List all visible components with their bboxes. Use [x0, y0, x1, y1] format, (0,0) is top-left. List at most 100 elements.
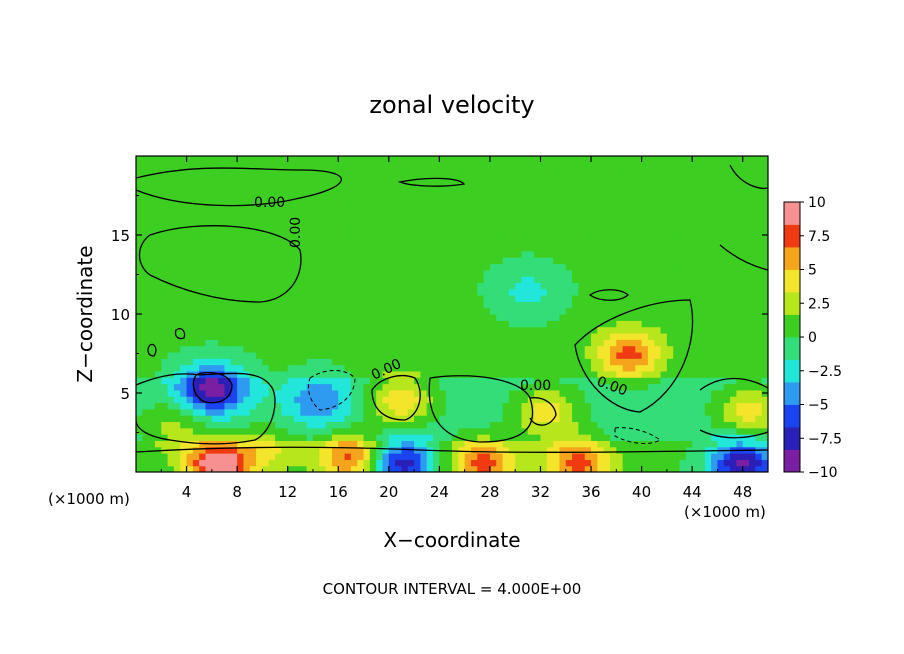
heatmap-cell	[730, 257, 737, 265]
heatmap-cell	[502, 427, 510, 435]
heatmap-cell	[192, 427, 200, 435]
heatmap-cell	[673, 326, 681, 334]
heatmap-cell	[477, 370, 485, 378]
heatmap-cell	[275, 276, 282, 283]
heatmap-cell	[363, 358, 371, 366]
heatmap-cell	[294, 269, 301, 277]
heatmap-cell	[186, 288, 194, 296]
heatmap-cell	[224, 238, 232, 246]
heatmap-cell	[357, 269, 365, 277]
heatmap-cell	[477, 339, 485, 347]
heatmap-cell	[445, 396, 453, 404]
heatmap-cell	[167, 320, 175, 328]
heatmap-cell	[376, 250, 384, 258]
heatmap-cell	[325, 389, 333, 397]
heatmap-cell	[489, 427, 497, 435]
heatmap-cell	[262, 295, 270, 302]
heatmap-cell	[723, 244, 731, 252]
heatmap-cell	[249, 193, 257, 201]
heatmap-cell	[673, 377, 681, 385]
heatmap-cell	[136, 408, 143, 416]
heatmap-cell	[591, 358, 598, 366]
heatmap-cell	[230, 339, 238, 347]
heatmap-cell	[692, 307, 700, 315]
heatmap-cell	[628, 244, 636, 252]
heatmap-cell	[294, 187, 301, 195]
heatmap-cell	[256, 168, 263, 176]
heatmap-cell	[742, 465, 750, 472]
heatmap-cell	[294, 225, 301, 233]
heatmap-cell	[610, 250, 617, 258]
heatmap-cell	[515, 415, 523, 423]
heatmap-cell	[300, 459, 308, 467]
heatmap-cell	[565, 288, 573, 296]
heatmap-cell	[338, 187, 346, 195]
heatmap-cell	[414, 358, 421, 366]
heatmap-cell	[306, 168, 314, 176]
heatmap-cell	[540, 206, 548, 214]
heatmap-cell	[287, 295, 295, 302]
heatmap-cell	[161, 364, 169, 372]
heatmap-cell	[192, 421, 200, 429]
heatmap-cell	[350, 326, 358, 334]
heatmap-cell	[199, 174, 207, 182]
heatmap-cell	[508, 326, 516, 334]
heatmap-cell	[540, 219, 548, 227]
heatmap-cell	[287, 408, 295, 416]
heatmap-cell	[319, 320, 327, 328]
heatmap-cell	[603, 212, 611, 220]
heatmap-cell	[704, 345, 712, 353]
heatmap-cell	[148, 383, 156, 391]
heatmap-cell	[167, 389, 175, 397]
heatmap-cell	[647, 206, 655, 214]
heatmap-cell	[489, 358, 497, 366]
heatmap-cell	[502, 459, 510, 467]
heatmap-cell	[584, 263, 592, 271]
heatmap-cell	[603, 187, 611, 195]
heatmap-cell	[534, 402, 542, 410]
heatmap-cell	[755, 421, 763, 429]
heatmap-cell	[489, 206, 497, 214]
heatmap-cell	[654, 301, 662, 309]
heatmap-cell	[350, 295, 358, 302]
heatmap-cell	[287, 174, 295, 182]
heatmap-cell	[268, 332, 276, 340]
heatmap-cell	[199, 326, 207, 334]
heatmap-cell	[534, 332, 542, 340]
heatmap-cell	[148, 263, 156, 271]
heatmap-cell	[628, 168, 636, 176]
heatmap-cell	[730, 427, 737, 435]
heatmap-cell	[603, 206, 611, 214]
heatmap-cell	[534, 282, 542, 290]
heatmap-cell	[243, 295, 251, 302]
heatmap-cell	[749, 187, 756, 195]
heatmap-cell	[407, 295, 415, 302]
heatmap-cell	[553, 446, 561, 454]
heatmap-cell	[458, 339, 466, 347]
heatmap-cell	[331, 187, 339, 195]
heatmap-cell	[591, 212, 598, 220]
heatmap-cell	[369, 415, 377, 423]
heatmap-cell	[154, 219, 162, 227]
heatmap-cell	[192, 187, 200, 195]
heatmap-cell	[730, 408, 737, 416]
heatmap-cell	[230, 377, 238, 385]
heatmap-cell	[268, 282, 276, 290]
heatmap-cell	[483, 181, 491, 189]
heatmap-cell	[376, 181, 384, 189]
heatmap-cell	[502, 383, 510, 391]
heatmap-cell	[414, 263, 421, 271]
heatmap-cell	[685, 453, 693, 460]
heatmap-cell	[635, 364, 643, 372]
heatmap-cell	[477, 174, 485, 182]
heatmap-cell	[325, 383, 333, 391]
heatmap-cell	[306, 326, 314, 334]
heatmap-cell	[376, 295, 384, 302]
heatmap-cell	[489, 200, 497, 208]
heatmap-cell	[211, 402, 219, 410]
heatmap-cell	[294, 288, 301, 296]
heatmap-cell	[281, 238, 289, 246]
heatmap-cell	[483, 453, 491, 460]
heatmap-cell	[363, 408, 371, 416]
heatmap-cell	[199, 263, 207, 271]
